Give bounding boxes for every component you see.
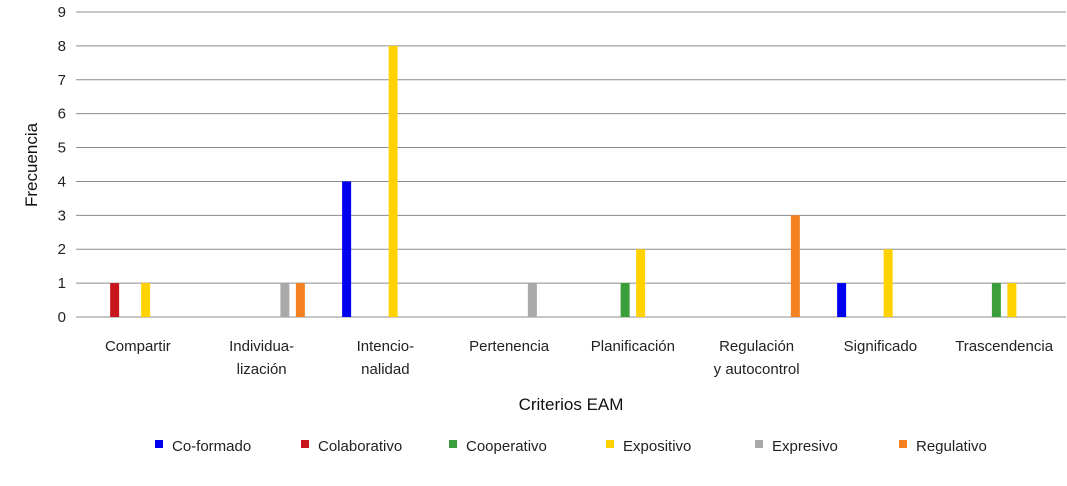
legend-label: Expresivo	[772, 438, 838, 455]
y-tick-label: 5	[58, 140, 66, 157]
y-tick-label: 3	[58, 207, 66, 224]
x-category-label: Intencio-	[357, 338, 415, 355]
bar	[141, 283, 151, 317]
x-category-label: Pertenencia	[469, 338, 550, 355]
bar	[991, 283, 1001, 317]
bar	[883, 249, 893, 317]
x-category-label: Regulación	[719, 338, 794, 355]
x-category-label: Planificación	[591, 338, 675, 355]
y-tick-label: 0	[58, 309, 66, 326]
y-axis-title: Frecuencia	[22, 122, 41, 207]
legend-swatch	[155, 440, 163, 448]
x-category-label: Compartir	[105, 338, 171, 355]
legend-label: Colaborativo	[318, 438, 402, 455]
bar	[295, 283, 305, 317]
x-category-label: lización	[237, 361, 287, 378]
x-axis-categories: Compartir Individua-lización Intencio-nali…	[105, 338, 1054, 378]
y-tick-label: 4	[58, 173, 66, 190]
y-tick-label: 8	[58, 38, 66, 55]
bar	[636, 249, 646, 317]
legend-swatch	[606, 440, 614, 448]
bar	[837, 283, 847, 317]
legend-swatch	[899, 440, 907, 448]
x-axis-title: Criterios EAM	[519, 395, 624, 414]
x-category-label: Trascendencia	[955, 338, 1053, 355]
legend-label: Co-formado	[172, 438, 251, 455]
legend-label: Expositivo	[623, 438, 691, 455]
bar	[790, 215, 800, 317]
legend-swatch	[755, 440, 763, 448]
bar	[388, 45, 398, 318]
legend-swatch	[449, 440, 457, 448]
legend-label: Cooperativo	[466, 438, 547, 455]
bar	[527, 283, 537, 317]
x-category-label: nalidad	[361, 361, 409, 378]
y-axis-ticks: 0 1 2 3 4 5 6 7 8 9	[58, 4, 66, 326]
y-tick-label: 9	[58, 4, 66, 21]
y-tick-label: 1	[58, 275, 66, 292]
bar	[342, 181, 352, 317]
y-tick-label: 2	[58, 241, 66, 258]
x-category-label: Individua-	[229, 338, 294, 355]
legend-label: Regulativo	[916, 438, 987, 455]
legend-swatch	[301, 440, 309, 448]
y-tick-label: 6	[58, 106, 66, 123]
bar	[620, 283, 630, 317]
legend: Co-formado Colaborativo Cooperativo Exposit…	[155, 438, 987, 455]
bar	[1007, 283, 1017, 317]
bar	[110, 283, 120, 317]
x-category-label: y autocontrol	[714, 361, 800, 378]
x-category-label: Significado	[844, 338, 917, 355]
bar	[280, 283, 290, 317]
gridlines	[76, 11, 1066, 318]
bars	[110, 45, 1017, 318]
y-tick-label: 7	[58, 72, 66, 89]
